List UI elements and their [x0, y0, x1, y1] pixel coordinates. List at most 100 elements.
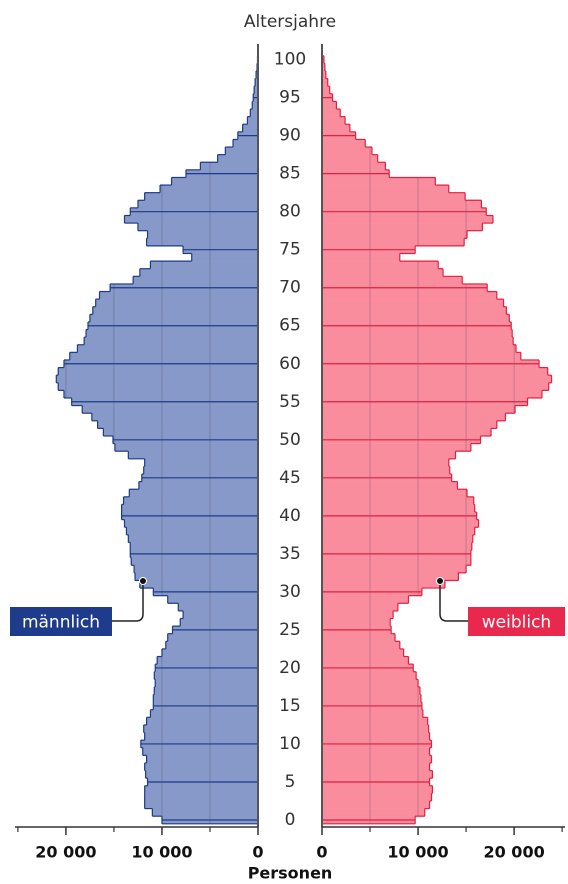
bar — [103, 428, 258, 437]
bar — [160, 185, 258, 193]
bar — [134, 565, 258, 574]
bar — [144, 785, 258, 794]
bar — [161, 648, 258, 657]
legend-dot — [436, 577, 444, 585]
bar — [322, 428, 492, 437]
y-tick-label: 60 — [279, 354, 301, 374]
bar — [322, 762, 430, 771]
bar — [145, 770, 258, 779]
bar — [152, 808, 258, 817]
bar — [322, 808, 425, 817]
y-tick-label: 75 — [279, 240, 301, 260]
bar — [144, 192, 258, 201]
bar — [322, 747, 430, 756]
bar — [322, 78, 328, 87]
bar — [322, 192, 466, 201]
bar — [322, 618, 391, 627]
x-axis-label: Personen — [248, 864, 333, 883]
bar — [322, 177, 436, 186]
y-tick-label: 65 — [279, 316, 301, 336]
bar — [322, 352, 521, 361]
bar — [322, 101, 337, 110]
y-tick-label: 5 — [285, 772, 296, 792]
bar — [133, 276, 258, 285]
bar — [322, 314, 510, 323]
bar — [89, 314, 258, 323]
bar — [91, 413, 258, 422]
bar — [322, 671, 417, 680]
bar — [322, 717, 428, 726]
bar — [247, 116, 258, 125]
bar — [155, 679, 258, 688]
y-tick-label: 70 — [279, 278, 301, 298]
bar — [131, 557, 258, 566]
bar — [82, 405, 258, 414]
bar — [128, 451, 258, 460]
bar — [322, 504, 475, 513]
y-axis-label: Altersjahre — [244, 12, 336, 32]
bar — [322, 534, 473, 543]
bar — [322, 800, 430, 809]
bar — [322, 86, 330, 95]
bar — [322, 268, 444, 277]
y-tick-label: 80 — [279, 202, 301, 222]
legend-dot — [139, 577, 147, 585]
legend-connector — [112, 581, 144, 622]
bar — [322, 162, 386, 171]
bar — [147, 230, 258, 239]
bar — [322, 63, 325, 72]
bar — [322, 306, 507, 315]
bar — [69, 352, 258, 361]
bar — [146, 717, 258, 726]
bar — [322, 443, 471, 452]
bar — [128, 534, 258, 543]
y-tick-label: 90 — [279, 126, 301, 146]
bar — [322, 329, 513, 338]
bar — [138, 481, 258, 490]
bar — [165, 641, 258, 650]
legend-box — [468, 607, 565, 636]
y-tick-label: 55 — [279, 392, 301, 412]
bar — [322, 755, 432, 764]
y-tick-label: 25 — [279, 620, 301, 640]
bar — [144, 762, 258, 771]
bar — [322, 610, 394, 619]
bar — [322, 147, 372, 155]
y-tick-label: 10 — [279, 734, 301, 754]
bar — [322, 527, 475, 536]
bar — [144, 732, 258, 741]
bar — [322, 109, 341, 117]
bar — [322, 139, 366, 148]
bar — [135, 572, 258, 581]
bar — [322, 489, 468, 498]
bar — [146, 755, 258, 764]
bar — [322, 603, 398, 612]
bar — [322, 496, 474, 505]
bar — [95, 299, 258, 308]
bar — [322, 770, 433, 779]
bar — [322, 185, 449, 193]
y-tick-label: 50 — [279, 430, 301, 450]
bar — [322, 253, 400, 262]
bar — [322, 724, 429, 733]
bar — [124, 215, 258, 224]
y-tick-label: 100 — [274, 50, 306, 70]
bar — [322, 557, 471, 566]
y-tick-label: 30 — [279, 582, 301, 602]
bar — [180, 618, 258, 627]
bar — [322, 542, 472, 551]
y-tick-label: 85 — [279, 164, 301, 184]
bar — [322, 230, 468, 239]
bar — [58, 367, 258, 376]
y-tick-label: 35 — [279, 544, 301, 564]
bar — [86, 329, 258, 338]
bar — [167, 595, 258, 604]
bar — [114, 443, 258, 452]
y-tick-label: 0 — [285, 810, 296, 830]
y-tick-label: 95 — [279, 88, 301, 108]
bar — [322, 686, 420, 695]
bar — [84, 337, 259, 346]
bar — [242, 124, 258, 133]
bar — [322, 595, 409, 604]
